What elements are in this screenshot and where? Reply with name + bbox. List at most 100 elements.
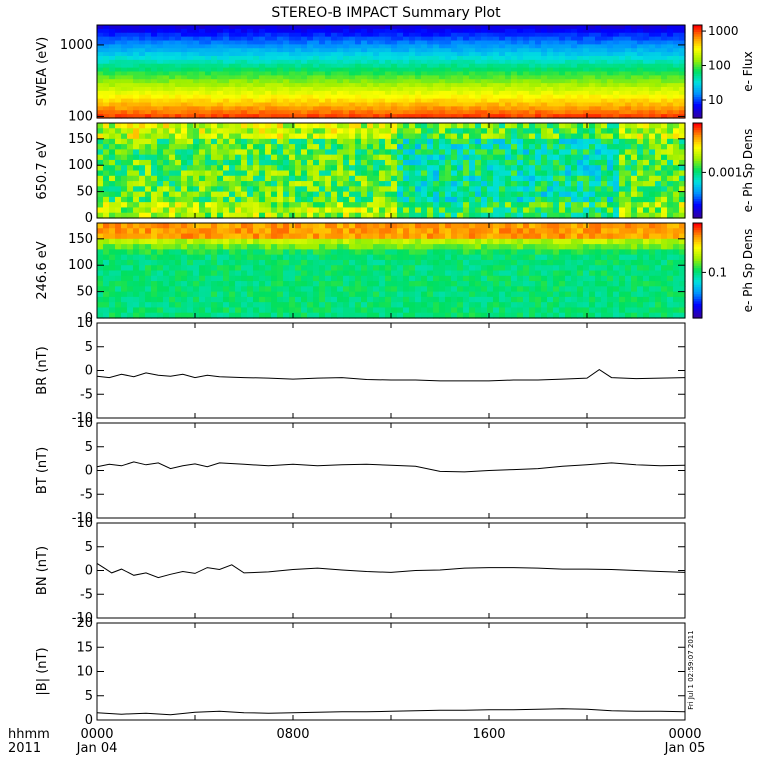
heatmap-cell bbox=[205, 94, 212, 100]
heatmap-cell bbox=[217, 71, 224, 76]
heatmap-cell bbox=[259, 128, 266, 135]
heatmap-cell bbox=[205, 212, 212, 219]
heatmap-cell bbox=[151, 48, 158, 53]
heatmap-cell bbox=[535, 114, 542, 119]
heatmap-cell bbox=[667, 159, 674, 166]
heatmap-cell bbox=[433, 40, 440, 45]
heatmap-cell bbox=[145, 40, 152, 45]
heatmap-cell bbox=[451, 196, 458, 203]
heatmap-cell bbox=[559, 244, 566, 250]
heatmap-cell bbox=[193, 207, 200, 214]
heatmap-cell bbox=[157, 196, 164, 203]
heatmap-cell bbox=[247, 233, 254, 240]
heatmap-cell bbox=[475, 28, 482, 34]
heatmap-cell bbox=[253, 154, 260, 161]
heatmap-cell bbox=[469, 71, 476, 76]
heatmap-cell bbox=[487, 196, 494, 203]
heatmap-cell bbox=[163, 40, 170, 45]
heatmap-cell bbox=[403, 186, 410, 193]
heatmap-cell bbox=[535, 63, 542, 69]
heatmap-cell bbox=[313, 102, 320, 107]
heatmap-cell bbox=[235, 244, 242, 250]
heatmap-cell bbox=[373, 87, 380, 92]
heatmap-cell bbox=[241, 67, 248, 73]
heatmap-cell bbox=[355, 244, 362, 250]
heatmap-cell bbox=[373, 40, 380, 45]
heatmap-cell bbox=[517, 40, 524, 45]
heatmap-cell bbox=[625, 128, 632, 135]
heatmap-cell bbox=[121, 98, 128, 104]
heatmap-cell bbox=[451, 165, 458, 172]
heatmap-cell bbox=[127, 212, 134, 219]
heatmap-cell bbox=[133, 83, 140, 88]
heatmap-cell bbox=[151, 138, 158, 145]
heatmap-cell bbox=[193, 48, 200, 53]
heatmap-cell bbox=[253, 133, 260, 140]
heatmap-cell bbox=[295, 170, 302, 177]
heatmap-cell bbox=[97, 110, 104, 115]
heatmap-cell bbox=[229, 25, 236, 30]
heatmap-cell bbox=[655, 75, 662, 80]
heatmap-cell bbox=[433, 149, 440, 156]
colorbar-step bbox=[693, 151, 702, 155]
heatmap-cell bbox=[613, 48, 620, 53]
heatmap-cell bbox=[373, 133, 380, 140]
heatmap-cell bbox=[679, 32, 686, 38]
heatmap-cell bbox=[607, 170, 614, 177]
heatmap-cell bbox=[217, 36, 224, 42]
heatmap-cell bbox=[577, 138, 584, 145]
heatmap-cell bbox=[337, 238, 344, 245]
heatmap-cell bbox=[673, 48, 680, 53]
heatmap-cell bbox=[421, 175, 428, 182]
heatmap-cell bbox=[547, 228, 554, 235]
heatmap-cell bbox=[547, 175, 554, 182]
heatmap-cell bbox=[187, 56, 194, 61]
heatmap-cell bbox=[133, 165, 140, 172]
heatmap-cell bbox=[193, 87, 200, 92]
heatmap-cell bbox=[487, 71, 494, 76]
heatmap-cell bbox=[247, 238, 254, 245]
heatmap-cell bbox=[637, 71, 644, 76]
heatmap-cell bbox=[535, 32, 542, 38]
heatmap-cell bbox=[373, 67, 380, 73]
heatmap-cell bbox=[133, 28, 140, 34]
heatmap-cell bbox=[529, 114, 536, 119]
heatmap-cell bbox=[667, 207, 674, 214]
heatmap-cell bbox=[577, 44, 584, 49]
heatmap-cell bbox=[265, 98, 272, 104]
heatmap-cell bbox=[457, 202, 464, 209]
heatmap-cell bbox=[319, 138, 326, 145]
heatmap-cell bbox=[505, 186, 512, 193]
heatmap-cell bbox=[619, 207, 626, 214]
heatmap-cell bbox=[175, 207, 182, 214]
heatmap-cell bbox=[529, 90, 536, 96]
heatmap-cell bbox=[175, 63, 182, 69]
colorbar-step bbox=[693, 168, 702, 172]
heatmap-cell bbox=[139, 123, 146, 129]
heatmap-cell bbox=[427, 233, 434, 240]
heatmap-cell bbox=[103, 170, 110, 177]
heatmap-cell bbox=[619, 90, 626, 96]
heatmap-cell bbox=[637, 44, 644, 49]
heatmap-cell bbox=[133, 138, 140, 145]
heatmap-cell bbox=[277, 207, 284, 214]
heatmap-cell bbox=[109, 25, 116, 30]
heatmap-cell bbox=[511, 123, 518, 129]
heatmap-cell bbox=[337, 75, 344, 80]
heatmap-cell bbox=[115, 133, 122, 140]
heatmap-cell bbox=[439, 254, 446, 261]
heatmap-cell bbox=[595, 154, 602, 161]
heatmap-cell bbox=[247, 181, 254, 187]
heatmap-cell bbox=[637, 175, 644, 182]
heatmap-cell bbox=[181, 249, 188, 256]
heatmap-cell bbox=[517, 138, 524, 145]
heatmap-cell bbox=[313, 175, 320, 182]
heatmap-cell bbox=[589, 48, 596, 53]
heatmap-cell bbox=[277, 191, 284, 198]
heatmap-cell bbox=[499, 202, 506, 209]
heatmap-cell bbox=[541, 233, 548, 240]
heatmap-cell bbox=[355, 207, 362, 214]
heatmap-cell bbox=[493, 40, 500, 45]
heatmap-cell bbox=[427, 138, 434, 145]
heatmap-cell bbox=[559, 40, 566, 45]
